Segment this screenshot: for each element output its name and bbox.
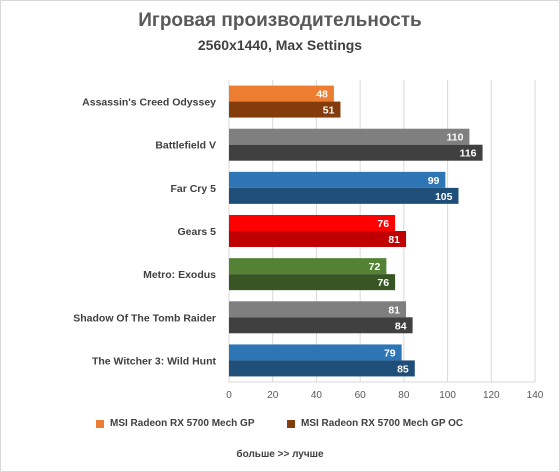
bar <box>229 128 470 145</box>
x-tick-label: 20 <box>267 390 279 401</box>
bar <box>229 258 387 275</box>
bar <box>229 85 334 102</box>
data-label: 85 <box>397 363 409 375</box>
x-tick-label: 100 <box>439 390 456 401</box>
legend-item-series-2: MSI Radeon RX 5700 Mech GP OC <box>287 418 463 429</box>
x-tick-label: 80 <box>398 390 410 401</box>
bar <box>229 215 396 231</box>
legend-label-series-1: MSI Radeon RX 5700 Mech GP <box>110 418 255 429</box>
data-label: 79 <box>384 347 396 359</box>
legend-swatch-series-2 <box>287 419 295 428</box>
x-tick-label: 140 <box>527 390 544 401</box>
chart-title: Игровая производительность <box>138 10 422 31</box>
x-tick-label: 60 <box>355 390 367 401</box>
category-labels: Assassin's Creed Odyssey Battlefield V Far… <box>73 97 216 368</box>
category-label: Far Cry 5 <box>170 183 216 195</box>
data-label: 51 <box>323 105 335 117</box>
legend: MSI Radeon RX 5700 Mech GP MSI Radeon RX… <box>0 418 560 434</box>
bar <box>229 344 402 361</box>
legend-label-series-2: MSI Radeon RX 5700 Mech GP OC <box>301 418 464 429</box>
data-label: 81 <box>388 304 400 316</box>
data-label: 76 <box>377 277 389 289</box>
category-label: Battlefield V <box>155 140 216 152</box>
data-label: 110 <box>446 132 463 144</box>
data-label: 76 <box>377 218 389 230</box>
bar <box>229 231 407 247</box>
bar <box>229 274 396 291</box>
bar <box>229 144 483 161</box>
bar <box>229 360 415 377</box>
category-label: Gears 5 <box>177 226 216 238</box>
x-tick-label: 40 <box>311 390 323 401</box>
x-tick-label: 0 <box>226 390 232 401</box>
bar <box>229 317 413 334</box>
data-label: 84 <box>395 320 407 332</box>
category-label: Shadow Of The Tomb Raider <box>73 312 216 324</box>
data-label: 99 <box>428 175 440 187</box>
data-label: 116 <box>460 148 477 160</box>
x-tick-label: 120 <box>483 390 500 401</box>
x-tick-labels: 0 20 40 60 80 100 120 140 <box>226 390 544 401</box>
data-label: 72 <box>369 261 381 273</box>
bar <box>229 101 341 118</box>
legend-item-series-1: MSI Radeon RX 5700 Mech GP <box>96 418 255 429</box>
bar <box>229 301 407 318</box>
bar <box>229 171 446 188</box>
data-label: 105 <box>435 191 453 203</box>
chart-subtitle: 2560x1440, Max Settings <box>197 37 363 53</box>
category-label: Assassin's Creed Odyssey <box>82 97 216 109</box>
category-label: Metro: Exodus <box>143 269 216 281</box>
data-label: 48 <box>316 89 328 101</box>
data-label: 81 <box>388 234 400 246</box>
footnote: больше >> лучше <box>236 449 324 460</box>
category-label: The Witcher 3: Wild Hunt <box>92 355 217 367</box>
legend-swatch-series-1 <box>96 419 104 428</box>
bar <box>229 187 459 204</box>
